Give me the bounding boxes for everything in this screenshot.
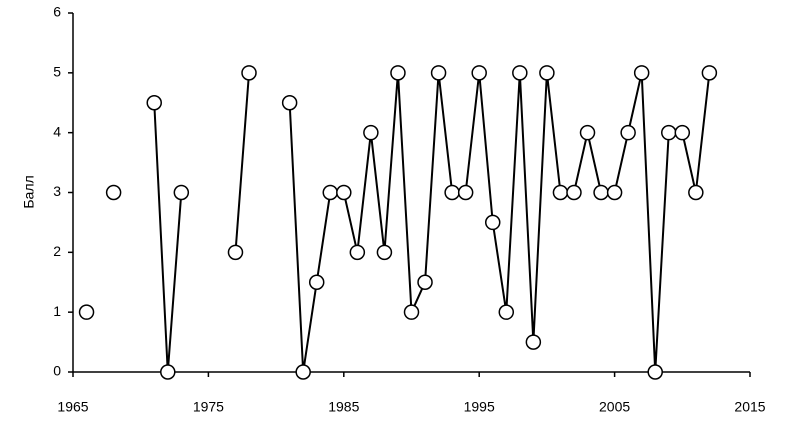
point [566,184,582,201]
point [336,184,352,201]
point [295,364,311,380]
y-tick-label: 3 [53,183,61,199]
point [173,184,190,201]
point [78,304,95,320]
y-tick-label: 2 [53,243,61,259]
point [498,304,515,320]
point [281,95,298,111]
point [457,184,474,201]
point [647,364,663,380]
point [241,65,257,81]
y-axis-label: Балл [21,175,37,208]
point [471,65,487,81]
point [484,214,501,231]
x-tick-label: 1995 [464,399,495,415]
y-tick-label: 0 [53,363,61,379]
point [552,184,569,201]
point [512,65,528,81]
x-tick-label: 2015 [734,399,765,415]
series-line [153,72,711,373]
point [227,244,244,261]
y-tick-label: 5 [53,64,61,80]
point [349,244,366,261]
point [661,124,677,141]
point [539,65,555,81]
point [390,65,406,81]
point [403,304,420,320]
point [417,274,433,290]
x-tick-label: 1965 [57,399,88,415]
point [322,184,339,201]
point [308,274,325,290]
point [674,124,691,141]
point [701,65,718,81]
point [160,364,176,380]
point [105,184,122,201]
y-tick-label: 1 [53,303,61,319]
x-tick-label: 1975 [193,399,224,415]
point [430,65,447,81]
point [593,184,609,201]
x-tick-label: 1985 [328,399,359,415]
point [363,124,379,141]
point [688,184,704,201]
point [444,184,460,201]
y-tick-label: 4 [53,123,61,139]
point [606,184,623,201]
y-tick-label: 6 [53,4,61,20]
point [579,124,596,141]
point [620,124,636,141]
point [633,65,650,81]
point [146,95,162,111]
point [376,244,393,261]
x-tick-label: 2005 [599,399,630,415]
point [525,334,542,350]
